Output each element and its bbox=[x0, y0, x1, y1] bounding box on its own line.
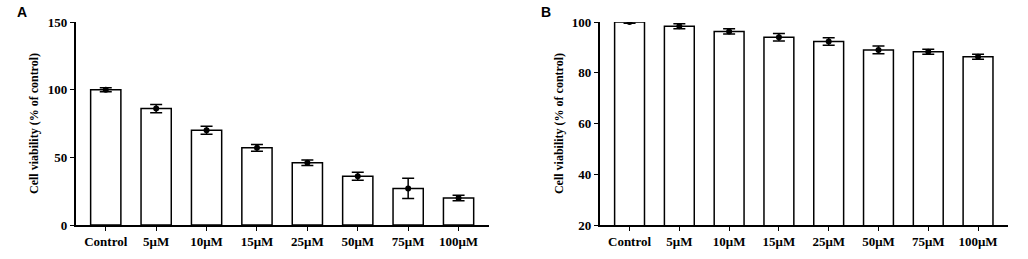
svg-text:40: 40 bbox=[578, 167, 591, 182]
svg-text:5μM: 5μM bbox=[143, 234, 169, 249]
svg-text:Cell viability (% of control): Cell viability (% of control) bbox=[27, 53, 41, 194]
svg-text:25μM: 25μM bbox=[291, 234, 324, 249]
svg-text:50μM: 50μM bbox=[341, 234, 374, 249]
svg-text:80: 80 bbox=[578, 65, 591, 80]
svg-text:10μM: 10μM bbox=[713, 234, 746, 249]
svg-text:Control: Control bbox=[84, 234, 127, 249]
svg-text:60: 60 bbox=[578, 116, 591, 131]
svg-text:5μM: 5μM bbox=[666, 234, 692, 249]
svg-text:A: A bbox=[17, 4, 27, 20]
svg-text:0: 0 bbox=[61, 218, 68, 233]
svg-text:100: 100 bbox=[48, 82, 68, 97]
svg-text:75μM: 75μM bbox=[392, 234, 425, 249]
svg-text:50: 50 bbox=[54, 150, 67, 165]
svg-text:B: B bbox=[541, 4, 551, 20]
svg-text:10μM: 10μM bbox=[190, 234, 223, 249]
svg-text:100μM: 100μM bbox=[439, 234, 478, 249]
svg-text:20: 20 bbox=[578, 218, 591, 233]
svg-text:75μM: 75μM bbox=[912, 234, 945, 249]
svg-text:25μM: 25μM bbox=[812, 234, 845, 249]
svg-text:50μM: 50μM bbox=[862, 234, 895, 249]
svg-text:15μM: 15μM bbox=[763, 234, 796, 249]
svg-text:150: 150 bbox=[48, 15, 68, 30]
svg-text:100μM: 100μM bbox=[958, 234, 997, 249]
svg-text:100: 100 bbox=[572, 15, 592, 30]
svg-text:Cell viability (% of control): Cell viability (% of control) bbox=[552, 53, 566, 194]
svg-text:15μM: 15μM bbox=[241, 234, 274, 249]
svg-text:Control: Control bbox=[608, 234, 651, 249]
